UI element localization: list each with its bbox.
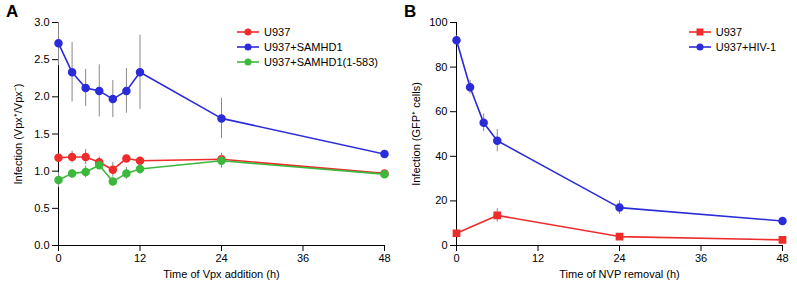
svg-text:48: 48 bbox=[776, 252, 788, 264]
svg-text:0.0: 0.0 bbox=[34, 239, 49, 251]
svg-text:2.5: 2.5 bbox=[34, 53, 49, 65]
svg-text:12: 12 bbox=[134, 252, 146, 264]
svg-text:80: 80 bbox=[435, 61, 447, 73]
svg-text:48: 48 bbox=[378, 252, 390, 264]
html-text:B: B bbox=[404, 2, 417, 21]
svg-text:1.5: 1.5 bbox=[34, 128, 49, 140]
svg-text:24: 24 bbox=[215, 252, 227, 264]
svg-text:20: 20 bbox=[435, 194, 447, 206]
svg-text:Time of Vpx addition (h): Time of Vpx addition (h) bbox=[163, 268, 279, 280]
svg-text:60: 60 bbox=[435, 105, 447, 117]
svg-text:12: 12 bbox=[532, 252, 544, 264]
svg-text:3.0: 3.0 bbox=[34, 16, 49, 28]
html-text:U937: U937 bbox=[715, 25, 743, 38]
svg-text:1.0: 1.0 bbox=[34, 165, 49, 177]
svg-text:2.0: 2.0 bbox=[34, 90, 49, 102]
svg-text:40: 40 bbox=[435, 150, 447, 162]
html-text:U937+SAMHD1(1-583): U937+SAMHD1(1-583) bbox=[264, 55, 378, 68]
svg-text:Infection (Vpx⁺/Vpx⁻): Infection (Vpx⁺/Vpx⁻) bbox=[12, 84, 24, 185]
svg-text:Infection (GFP⁺ cells): Infection (GFP⁺ cells) bbox=[410, 82, 422, 186]
svg-text:0.5: 0.5 bbox=[34, 202, 49, 214]
html-text:U937: U937 bbox=[264, 25, 291, 38]
html-text:U937+HIV-1: U937+HIV-1 bbox=[715, 40, 776, 53]
html-text:A: A bbox=[6, 2, 19, 21]
svg-text:0: 0 bbox=[441, 239, 447, 251]
svg-text:36: 36 bbox=[695, 252, 707, 264]
svg-text:0: 0 bbox=[55, 252, 61, 264]
svg-text:0: 0 bbox=[453, 252, 459, 264]
svg-text:36: 36 bbox=[297, 252, 309, 264]
svg-text:24: 24 bbox=[613, 252, 625, 264]
svg-text:Time of NVP removal (h): Time of NVP removal (h) bbox=[559, 268, 679, 280]
html-text:U937+SAMHD1: U937+SAMHD1 bbox=[264, 40, 343, 53]
svg-text:100: 100 bbox=[429, 16, 447, 28]
